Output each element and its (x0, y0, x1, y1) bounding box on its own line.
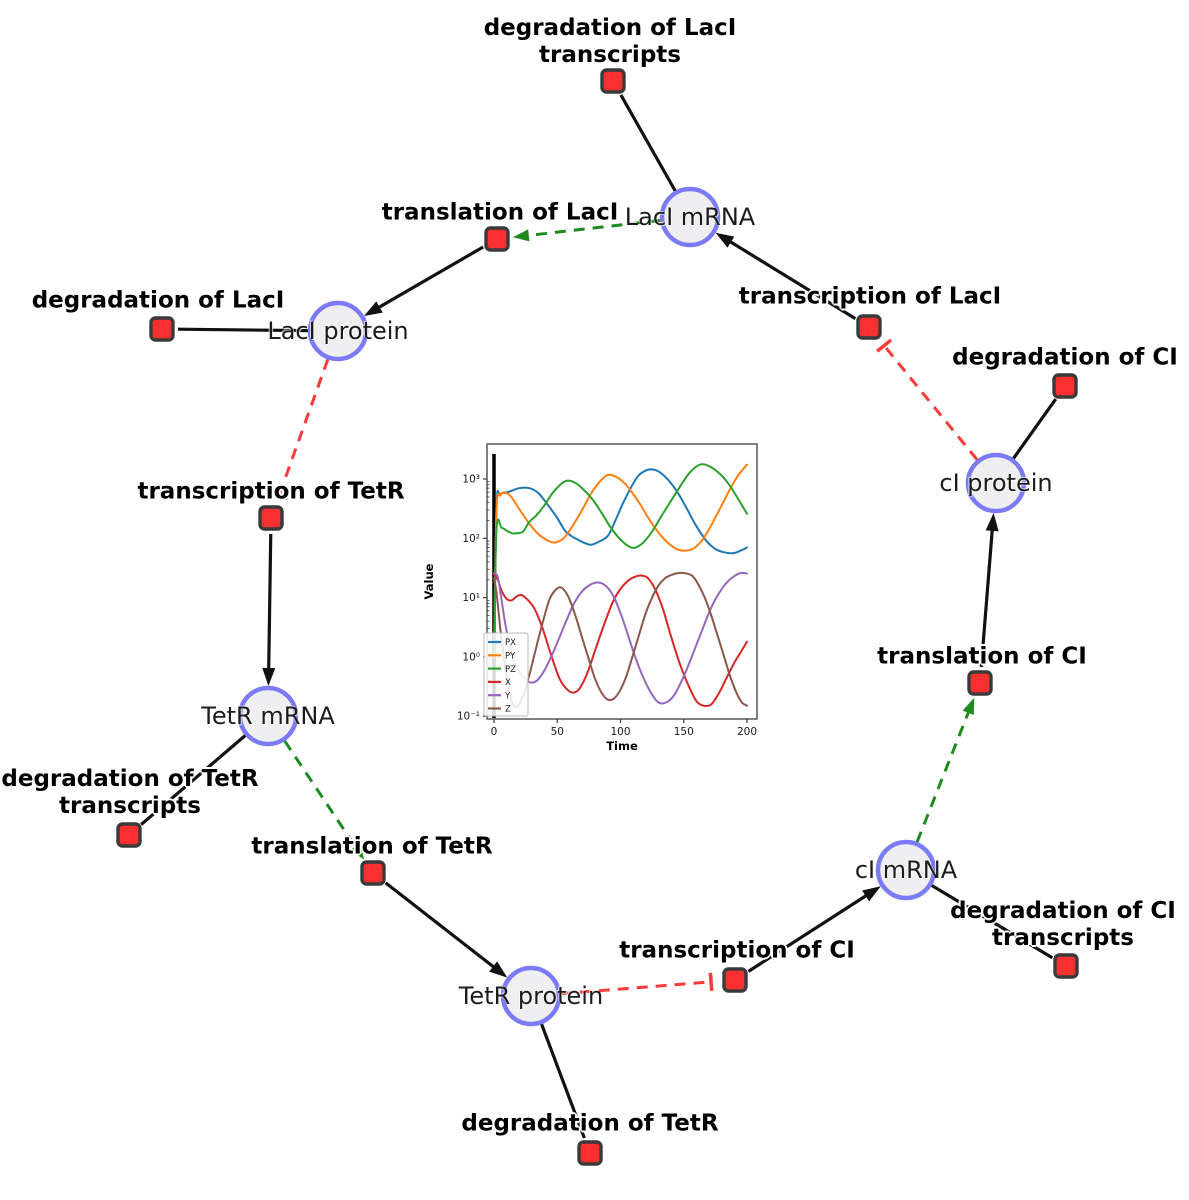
reaction-node-translation-laci[interactable] (484, 226, 510, 252)
inhibition-tee-icon (270, 490, 289, 501)
species-node-laci-protein[interactable] (307, 300, 369, 362)
chart-y-tick-label: 10² (462, 533, 480, 545)
edge-laci-protein-to-transcription-tetr (270, 358, 330, 501)
species-node-ci-mrna[interactable] (875, 839, 937, 901)
reaction-node-transcription-ci[interactable] (722, 967, 748, 993)
reaction-node-transcription-tetr[interactable] (258, 505, 284, 531)
chart-x-tick-label: 0 (491, 726, 498, 738)
legend-label-PX: PX (505, 638, 516, 648)
reaction-node-translation-tetr[interactable] (360, 860, 386, 886)
edge-ci-protein-to-transcription-laci (876, 338, 979, 461)
chart-y-tick-label: 10³ (462, 474, 480, 486)
edge-transcription-ci-to-ci-mrna (747, 886, 881, 973)
chart-series-PX (493, 468, 748, 658)
chart-xlabel: Time (606, 739, 638, 753)
chart-y-tick-label: 10⁰ (462, 651, 480, 663)
legend-label-Y: Y (504, 691, 511, 701)
edge-ci-mrna-to-deg-ci-transcripts (930, 884, 1054, 960)
chart-series-PZ (493, 463, 748, 658)
reaction-node-deg-ci[interactable] (1052, 373, 1078, 399)
edge-laci-mrna-to-deg-laci-transcripts (619, 94, 677, 192)
catalysis-arrowhead-icon (350, 843, 365, 860)
arrowhead (985, 512, 999, 532)
reaction-node-deg-laci-transcripts[interactable] (600, 68, 626, 94)
arrowhead (363, 301, 383, 316)
chart-series-X (493, 573, 748, 708)
edge-tetr-protein-to-deg-tetr (540, 1023, 586, 1139)
edge-transcription-laci-to-laci-mrna (715, 232, 857, 320)
arrowhead (862, 886, 881, 902)
reaction-node-transcription-laci[interactable] (856, 314, 882, 340)
edge-ci-protein-to-deg-ci (1012, 398, 1058, 460)
inhibition-tee-icon (876, 338, 893, 353)
edge-laci-protein-to-deg-laci (177, 327, 309, 333)
catalysis-arrowhead-icon (512, 229, 530, 242)
edge-translation-laci-to-laci-protein (363, 245, 484, 316)
species-node-tetr-protein[interactable] (500, 965, 562, 1027)
chart-x-tick-label: 50 (551, 726, 564, 738)
species-node-tetr-mrna[interactable] (237, 685, 299, 747)
edge-transcription-tetr-to-tetr-mrna (262, 533, 276, 687)
edge-ci-mrna-to-translation-ci (915, 697, 975, 843)
chart-curves (493, 463, 748, 709)
reaction-node-deg-laci[interactable] (149, 316, 175, 342)
arrowhead (715, 232, 735, 248)
legend-label-PY: PY (505, 652, 516, 662)
legend-label-X: X (505, 678, 511, 688)
edge-translation-ci-to-ci-protein (979, 512, 999, 668)
species-node-laci-mrna[interactable] (659, 186, 721, 248)
catalysis-arrowhead-icon (962, 697, 975, 715)
edge-tetr-mrna-to-deg-tetr-transcripts (140, 734, 247, 826)
reaction-node-translation-ci[interactable] (967, 670, 993, 696)
legend-label-PZ: PZ (505, 665, 516, 675)
chart-legend: PX PY PZ XYZ (483, 632, 529, 717)
arrowhead (262, 667, 276, 687)
chart-series-PY (493, 463, 748, 658)
reaction-node-deg-ci-transcripts[interactable] (1053, 953, 1079, 979)
arrowhead (489, 961, 508, 978)
edge-laci-mrna-to-translation-laci (512, 218, 661, 242)
reaction-node-deg-tetr[interactable] (577, 1140, 603, 1166)
chart-x-tick-label: 150 (674, 726, 694, 738)
chart-y-tick-label: 10⁻¹ (457, 711, 480, 723)
edges-layer (140, 94, 1058, 1139)
chart-x-tick-label: 100 (610, 726, 630, 738)
inhibition-tee-icon (708, 972, 714, 991)
species-node-ci-protein[interactable] (965, 452, 1027, 514)
edge-tetr-protein-to-transcription-ci (560, 972, 714, 996)
chart-ylabel: Value (422, 563, 436, 599)
reaction-node-deg-tetr-transcripts[interactable] (116, 822, 142, 848)
chart-y-tick-label: 10¹ (462, 592, 480, 604)
nodes-layer (116, 68, 1079, 1166)
legend-label-Z: Z (505, 705, 511, 715)
edge-translation-tetr-to-tetr-protein (384, 881, 508, 978)
edge-tetr-mrna-to-translation-tetr (283, 740, 365, 860)
chart-x-tick-label: 200 (737, 726, 757, 738)
